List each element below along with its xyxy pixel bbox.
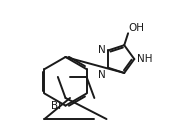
Text: N: N <box>98 70 106 80</box>
Text: N: N <box>98 45 105 55</box>
Text: Br: Br <box>51 101 62 111</box>
Text: OH: OH <box>129 23 145 33</box>
Text: NH: NH <box>137 54 152 64</box>
